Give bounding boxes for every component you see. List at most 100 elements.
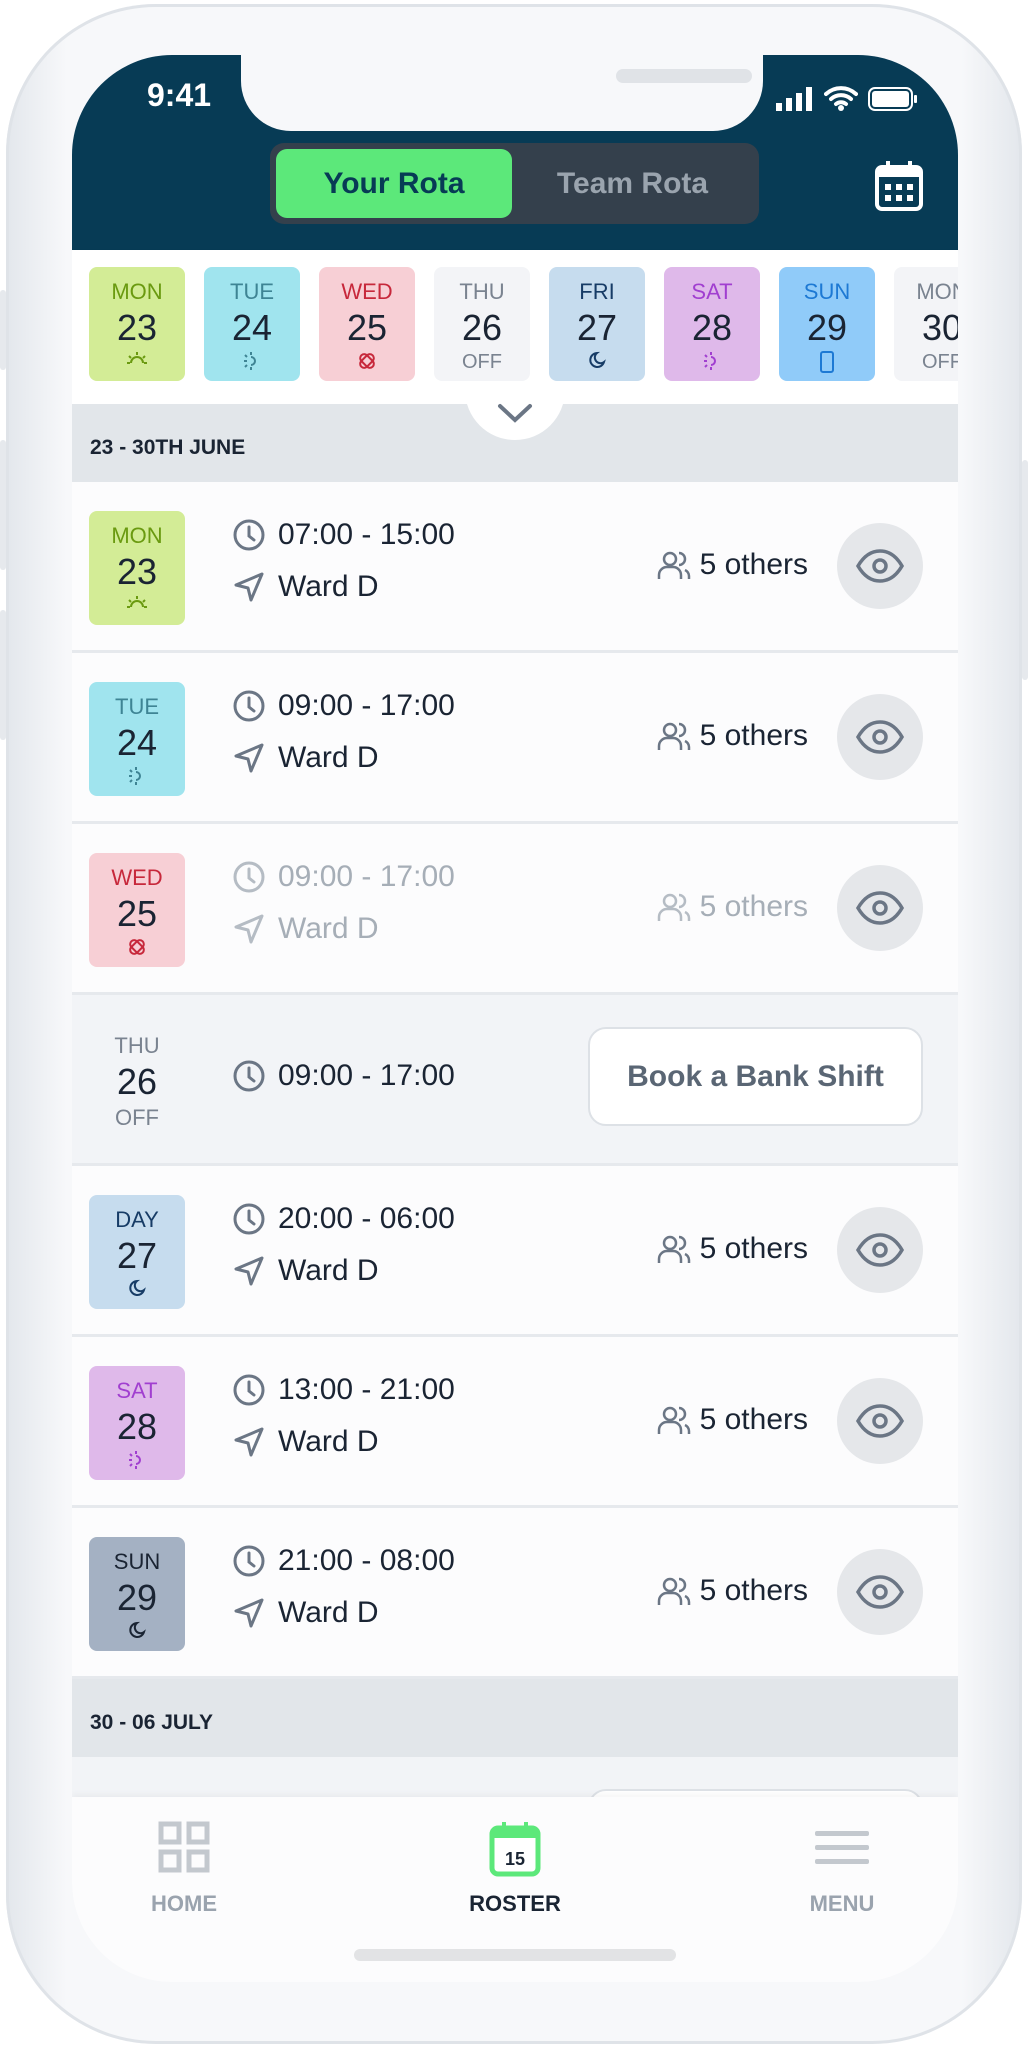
shift-location: Ward D bbox=[278, 1596, 379, 1629]
eye-icon bbox=[855, 891, 905, 925]
clock-icon bbox=[233, 1060, 265, 1092]
eye-icon bbox=[855, 549, 905, 583]
clock-icon bbox=[233, 690, 265, 722]
view-shift-button[interactable] bbox=[837, 523, 923, 609]
day-tile-wed-25[interactable]: WED 25 bbox=[319, 267, 415, 381]
view-shift-button[interactable] bbox=[837, 865, 923, 951]
others-label: 5 others bbox=[699, 719, 808, 752]
day-tile-mon-23[interactable]: MON 23 bbox=[89, 267, 185, 381]
tile-day: TUE bbox=[115, 694, 159, 719]
shift-row[interactable]: SUN 29 21:00 - 08:00 Ward D 5 others bbox=[72, 1508, 958, 1679]
eye-icon bbox=[855, 1575, 905, 1609]
row-date-tile: MON 23 bbox=[89, 511, 185, 625]
bandage-icon bbox=[319, 351, 415, 375]
nav-home[interactable]: HOME bbox=[104, 1821, 264, 1917]
half-sun-icon bbox=[664, 351, 760, 375]
clock-icon bbox=[233, 1374, 265, 1406]
shift-row[interactable]: WED 25 09:00 - 17:00 Ward D 5 others bbox=[72, 824, 958, 995]
moon-icon bbox=[549, 351, 645, 375]
others-label: 5 others bbox=[699, 1574, 808, 1607]
tile-day: WED bbox=[111, 865, 163, 890]
shift-row[interactable]: DAY 27 20:00 - 06:00 Ward D 5 others bbox=[72, 1166, 958, 1337]
others-count: 5 others bbox=[656, 719, 808, 753]
shift-time: 07:00 - 15:00 bbox=[278, 518, 455, 551]
chevron-down-icon bbox=[498, 403, 532, 423]
tile-date: 24 bbox=[116, 722, 158, 763]
off-label: OFF bbox=[922, 351, 958, 373]
view-shift-button[interactable] bbox=[837, 1549, 923, 1635]
others-count: 5 others bbox=[656, 890, 808, 924]
clock-icon bbox=[233, 861, 265, 893]
others-label: 5 others bbox=[699, 1403, 808, 1436]
day-tile-sun-29[interactable]: SUN 29 bbox=[779, 267, 875, 381]
day-tile-fri-27[interactable]: FRI 27 bbox=[549, 267, 645, 381]
tile-day: DAY bbox=[115, 1207, 159, 1232]
row-date: 26 bbox=[116, 1061, 158, 1102]
tile-date: 28 bbox=[116, 1406, 158, 1447]
view-shift-button[interactable] bbox=[837, 1207, 923, 1293]
day-tile-thu-26[interactable]: THU 26 OFF bbox=[434, 267, 530, 381]
eye-icon bbox=[855, 1233, 905, 1267]
tab-team-rota[interactable]: Team Rota bbox=[556, 166, 709, 200]
view-shift-button[interactable] bbox=[837, 1378, 923, 1464]
half-sun-icon bbox=[89, 1450, 185, 1474]
others-count: 5 others bbox=[656, 548, 808, 582]
header: 9:41 Your Rota Team Rota bbox=[72, 55, 958, 250]
nav-roster[interactable]: 15 ROSTER bbox=[435, 1821, 595, 1917]
others-count: 5 others bbox=[656, 1232, 808, 1266]
tile-date: 26 bbox=[461, 307, 503, 348]
nav-menu[interactable]: MENU bbox=[762, 1821, 922, 1917]
off-label: OFF bbox=[115, 1105, 159, 1130]
shift-time: 09:00 - 17:00 bbox=[278, 860, 455, 893]
view-shift-button[interactable] bbox=[837, 694, 923, 780]
location-arrow-icon bbox=[234, 1427, 264, 1457]
calendar-grid-icon[interactable] bbox=[874, 159, 924, 213]
bandage-icon bbox=[89, 937, 185, 961]
tile-day: SUN bbox=[803, 279, 851, 304]
tile-date: 29 bbox=[806, 307, 848, 348]
others-count: 5 others bbox=[656, 1574, 808, 1608]
others-label: 5 others bbox=[699, 548, 808, 581]
day-tile-tue-24[interactable]: TUE 24 bbox=[204, 267, 300, 381]
day-strip: MON 23 TUE 24 WED 25 THU 26 OFF FRI 27 SAT 28 SUN 29 MO… bbox=[72, 250, 958, 404]
home-indicator[interactable] bbox=[354, 1949, 676, 1961]
clock-icon bbox=[233, 519, 265, 551]
clock-icon bbox=[233, 1203, 265, 1235]
others-label: 5 others bbox=[699, 890, 808, 923]
row-date-tile: DAY 27 bbox=[89, 1195, 185, 1309]
shift-row[interactable]: SAT 28 13:00 - 21:00 Ward D 5 others bbox=[72, 1337, 958, 1508]
tile-date: 24 bbox=[231, 307, 273, 348]
people-icon bbox=[657, 1235, 690, 1263]
tile-day: MON bbox=[111, 279, 163, 304]
tile-day: SAT bbox=[691, 279, 733, 304]
moon-icon bbox=[89, 1279, 185, 1303]
calendar-badge: 15 bbox=[505, 1849, 525, 1869]
shift-row[interactable]: MON 23 07:00 - 15:00 Ward D 5 others bbox=[72, 482, 958, 653]
tab-your-rota[interactable]: Your Rota bbox=[276, 149, 512, 218]
others-count: 5 others bbox=[656, 1403, 808, 1437]
date-off: THU 26 OFF bbox=[89, 1033, 185, 1131]
shift-time: 20:00 - 06:00 bbox=[278, 1202, 455, 1235]
tile-date: 28 bbox=[691, 307, 733, 348]
sunrise-icon bbox=[89, 351, 185, 375]
shift-time: 09:00 - 17:00 bbox=[278, 1059, 455, 1092]
people-icon bbox=[657, 893, 690, 921]
status-icons bbox=[776, 85, 918, 111]
day-tile-sat-28[interactable]: SAT 28 bbox=[664, 267, 760, 381]
shift-row[interactable]: TUE 24 09:00 - 17:00 Ward D 5 others bbox=[72, 653, 958, 824]
others-label: 5 others bbox=[699, 1232, 808, 1265]
row-date-tile: SAT 28 bbox=[89, 1366, 185, 1480]
day-tile-mon-30[interactable]: MON 30 OFF bbox=[894, 267, 958, 381]
people-icon bbox=[657, 551, 690, 579]
clock-icon bbox=[233, 1545, 265, 1577]
tile-day: MON bbox=[916, 279, 958, 304]
book-bank-shift-button[interactable]: Book a Bank Shift bbox=[588, 1027, 923, 1126]
row-date-tile: WED 25 bbox=[89, 853, 185, 967]
shift-row[interactable]: THU 26 OFF 09:00 - 17:00 Book a Bank Shift bbox=[72, 995, 958, 1166]
shift-location: Ward D bbox=[278, 570, 379, 603]
tile-day: SUN bbox=[113, 1549, 161, 1574]
shift-time: 09:00 - 17:00 bbox=[278, 689, 455, 722]
signal-icon bbox=[776, 87, 812, 111]
tile-date: 30 bbox=[921, 307, 958, 348]
notch bbox=[241, 55, 763, 131]
